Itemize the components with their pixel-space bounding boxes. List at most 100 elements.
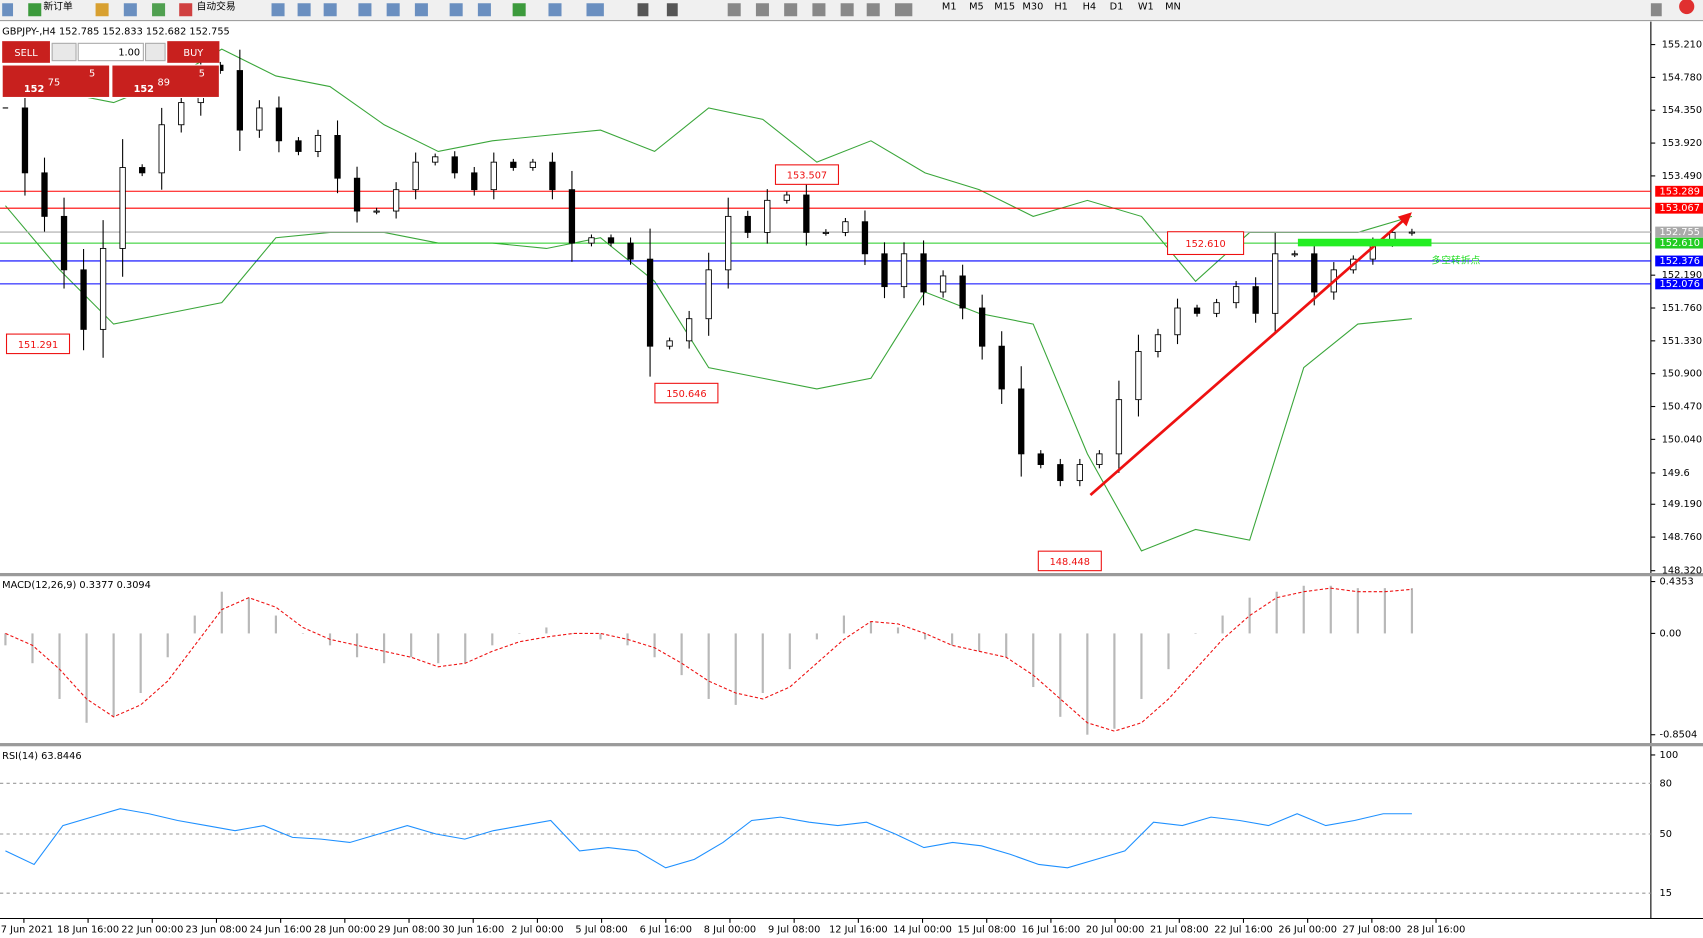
macd-bar bbox=[599, 633, 602, 640]
icon[interactable] bbox=[586, 3, 604, 17]
candle bbox=[549, 161, 556, 191]
icon[interactable] bbox=[727, 3, 741, 17]
timeframes: M1 M5 M15 M30 H1 H4 D1 W1 MN bbox=[942, 2, 1181, 13]
icon[interactable] bbox=[386, 3, 400, 17]
candle bbox=[1115, 399, 1123, 455]
sell-button[interactable] bbox=[2, 41, 50, 63]
sell-label[interactable]: SELL bbox=[14, 48, 38, 59]
candle bbox=[139, 167, 146, 174]
macd-bar bbox=[31, 633, 34, 664]
icon[interactable] bbox=[477, 3, 491, 17]
candle bbox=[412, 161, 419, 191]
candle bbox=[803, 194, 810, 233]
macd-bar bbox=[1302, 585, 1305, 634]
macd-bar bbox=[869, 621, 873, 634]
icon[interactable] bbox=[179, 3, 193, 17]
level-label: 152.076 bbox=[1660, 279, 1700, 290]
time-label: 8 Jul 00:00 bbox=[704, 924, 756, 935]
candle bbox=[314, 135, 322, 152]
icon[interactable] bbox=[271, 3, 285, 17]
icon[interactable] bbox=[812, 3, 826, 17]
macd-bar bbox=[301, 633, 305, 634]
icon[interactable] bbox=[840, 3, 854, 17]
icon[interactable] bbox=[666, 3, 678, 17]
level-label: 153.067 bbox=[1660, 203, 1700, 214]
lots-value[interactable]: 1.00 bbox=[118, 48, 140, 59]
candle bbox=[275, 107, 283, 142]
icon[interactable] bbox=[784, 3, 798, 17]
candle bbox=[1291, 253, 1298, 256]
time-label: 20 Jul 00:00 bbox=[1086, 924, 1145, 935]
time-label: 6 Jul 16:00 bbox=[640, 924, 692, 935]
timeframe[interactable]: M15 bbox=[994, 2, 1015, 13]
icon[interactable] bbox=[95, 3, 109, 17]
icon[interactable] bbox=[894, 3, 913, 17]
timeframe[interactable]: MN bbox=[1165, 2, 1181, 13]
icon[interactable] bbox=[755, 3, 769, 17]
macd-bar bbox=[1059, 633, 1062, 717]
candle bbox=[119, 167, 126, 249]
macd-bar bbox=[166, 633, 169, 658]
rsi-line bbox=[5, 808, 1412, 869]
rsi-pane: RSI(14) 63.8446 100 80 50 15 bbox=[0, 750, 1678, 899]
timeframe[interactable]: M1 bbox=[942, 2, 957, 13]
icon[interactable] bbox=[449, 3, 463, 17]
sell-price-big: 152 bbox=[24, 84, 44, 95]
candle bbox=[1213, 302, 1220, 314]
buy-button[interactable] bbox=[167, 41, 220, 63]
icon[interactable] bbox=[866, 3, 880, 17]
icon[interactable] bbox=[1650, 3, 1662, 17]
auto-trading[interactable]: 自动交易 bbox=[197, 0, 236, 12]
lots-down[interactable] bbox=[51, 42, 77, 62]
close-button[interactable] bbox=[1679, 0, 1695, 15]
timeframe[interactable]: H1 bbox=[1054, 2, 1068, 13]
candle bbox=[588, 237, 595, 244]
candle bbox=[334, 135, 341, 179]
lots-input[interactable] bbox=[77, 42, 144, 62]
icon[interactable] bbox=[512, 3, 526, 17]
timeframe[interactable]: D1 bbox=[1110, 2, 1124, 13]
pane-separator bbox=[0, 572, 1703, 577]
y-tick-label: 50 bbox=[1660, 829, 1672, 840]
candle bbox=[998, 345, 1005, 390]
icon[interactable] bbox=[323, 3, 337, 17]
new-order[interactable]: 新订单 bbox=[43, 0, 73, 12]
icon[interactable] bbox=[28, 3, 42, 17]
icon[interactable] bbox=[548, 3, 562, 17]
time-label: 29 Jun 08:00 bbox=[378, 924, 440, 935]
time-label: 9 Jul 08:00 bbox=[768, 924, 820, 935]
buy-price-big: 152 bbox=[134, 84, 154, 95]
icon[interactable] bbox=[123, 3, 137, 17]
buy-label[interactable]: BUY bbox=[183, 48, 203, 59]
icon[interactable] bbox=[152, 3, 166, 17]
candle bbox=[939, 275, 947, 293]
y-tick-label: 155.210 bbox=[1662, 40, 1702, 51]
candle bbox=[80, 269, 87, 330]
icon[interactable] bbox=[297, 3, 311, 17]
buy-price-box[interactable] bbox=[111, 64, 220, 99]
candle bbox=[822, 231, 830, 234]
macd-bar bbox=[410, 633, 413, 658]
timeframe[interactable]: M5 bbox=[969, 2, 984, 13]
macd-bar bbox=[572, 633, 575, 634]
candle bbox=[1037, 453, 1044, 465]
annotation-label: 150.646 bbox=[666, 389, 706, 400]
sell-price-box[interactable] bbox=[1, 64, 111, 99]
icon[interactable] bbox=[358, 3, 372, 17]
level-label: 152.610 bbox=[1660, 238, 1700, 249]
macd-bar bbox=[274, 615, 277, 634]
icon[interactable] bbox=[414, 3, 428, 17]
icon[interactable] bbox=[637, 3, 649, 17]
level-label-box bbox=[1655, 278, 1703, 290]
y-tick-label: 151.760 bbox=[1662, 303, 1702, 314]
timeframe[interactable]: M30 bbox=[1022, 2, 1043, 13]
candle bbox=[627, 242, 634, 260]
timeframe[interactable]: H4 bbox=[1083, 2, 1097, 13]
lots-up[interactable] bbox=[144, 42, 166, 62]
annotation-box bbox=[654, 382, 719, 404]
timeframe[interactable]: W1 bbox=[1138, 2, 1154, 13]
icon[interactable] bbox=[2, 3, 14, 17]
y-tick-label: 150.470 bbox=[1662, 402, 1702, 413]
